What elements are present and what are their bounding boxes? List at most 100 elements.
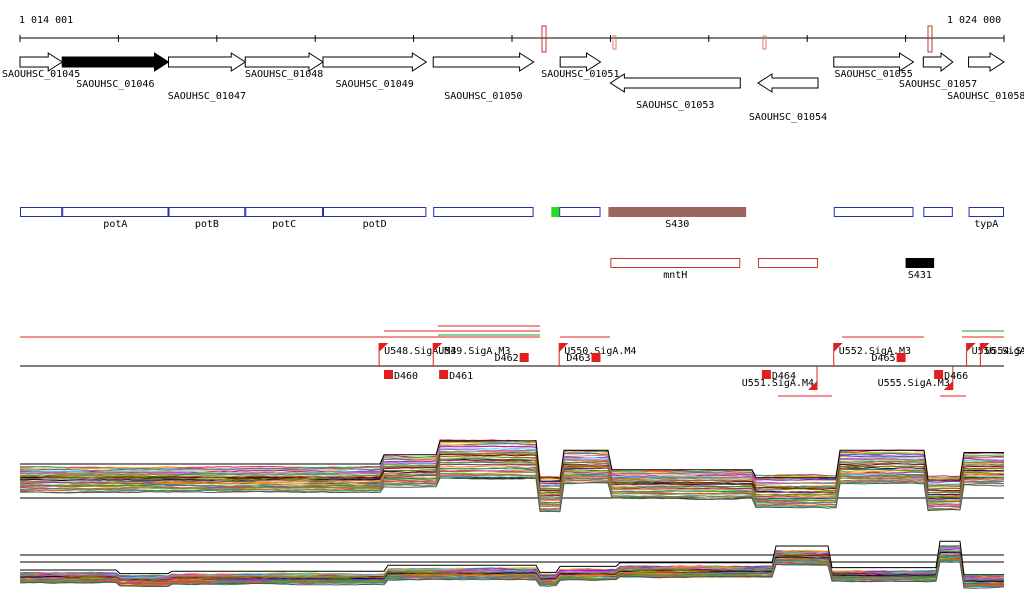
gene-label: SAOUHSC_01048 bbox=[245, 69, 323, 80]
expression-profile bbox=[19, 453, 1004, 492]
gene-label: SAOUHSC_01055 bbox=[834, 69, 912, 80]
gene-arrow bbox=[609, 73, 741, 93]
operon-label: potA bbox=[103, 219, 127, 230]
expression-profile bbox=[19, 448, 1004, 487]
operon-box bbox=[168, 207, 246, 217]
terminator-mark bbox=[896, 353, 906, 362]
gene-arrow bbox=[559, 52, 602, 72]
ruler-marker bbox=[927, 25, 933, 53]
feature-box bbox=[610, 258, 741, 268]
operon-box bbox=[433, 207, 534, 217]
gene-arrow bbox=[432, 52, 535, 72]
ruler-marker bbox=[541, 25, 547, 53]
terminator-label: D465 bbox=[871, 353, 895, 364]
operon-label: potC bbox=[272, 219, 296, 230]
expression-profile bbox=[20, 461, 1005, 499]
gene-arrow bbox=[19, 52, 64, 72]
operon-box bbox=[559, 207, 601, 217]
gene-arrow bbox=[322, 52, 428, 72]
feature-box bbox=[905, 258, 935, 268]
terminator-mark bbox=[519, 353, 529, 362]
gene-label: SAOUHSC_01054 bbox=[749, 112, 827, 123]
operon-box bbox=[923, 207, 953, 217]
tss-flag bbox=[379, 343, 389, 352]
gene-label: SAOUHSC_01046 bbox=[76, 79, 154, 90]
operon-label: S430 bbox=[665, 219, 689, 230]
terminator-label: D462 bbox=[495, 353, 519, 364]
tss-label: U548.SigA.M3 bbox=[384, 346, 456, 357]
operon-track: potA potB potC potD S430 typA bbox=[20, 207, 1004, 230]
expression-profile bbox=[19, 475, 1005, 512]
expression-profile bbox=[20, 440, 1004, 482]
feature-label: mntH bbox=[663, 270, 687, 281]
expression-panel-2 bbox=[19, 540, 1005, 589]
gene-arrow bbox=[168, 52, 247, 72]
gene-label: SAOUHSC_01047 bbox=[168, 91, 246, 102]
ruler-markers bbox=[541, 25, 933, 53]
expression-profile bbox=[20, 452, 1005, 490]
gene-label: SAOUHSC_01049 bbox=[336, 79, 414, 90]
gene-label: SAOUHSC_01050 bbox=[444, 91, 522, 102]
terminator-label: D461 bbox=[449, 371, 473, 382]
expression-profile bbox=[20, 464, 1005, 502]
operon-box bbox=[323, 207, 427, 217]
gene-label: SAOUHSC_01051 bbox=[541, 69, 619, 80]
gene-arrow bbox=[968, 52, 1005, 72]
ruler: 1 014 001 1 024 000 bbox=[19, 15, 1005, 53]
gene-label: SAOUHSC_01058 bbox=[947, 91, 1024, 102]
operon-box bbox=[608, 207, 747, 217]
feature-label: S431 bbox=[908, 270, 932, 281]
terminator-mark bbox=[761, 370, 771, 379]
ruler-marker bbox=[762, 35, 767, 50]
operon-box bbox=[62, 207, 169, 217]
ruler-marker bbox=[612, 35, 617, 50]
feature-track: mntH S431 bbox=[610, 258, 935, 281]
gene-arrow bbox=[61, 52, 170, 72]
operon-box bbox=[245, 207, 324, 217]
expression-panel-1 bbox=[19, 439, 1005, 513]
panel-2-profiles bbox=[19, 540, 1005, 589]
expression-profile bbox=[19, 457, 1005, 495]
operon-label: potD bbox=[363, 219, 387, 230]
terminator-mark bbox=[934, 370, 944, 379]
ruler-ticks bbox=[19, 35, 1005, 42]
terminator-mark bbox=[384, 370, 394, 379]
expression-profile bbox=[20, 561, 1005, 589]
operon-label: typA bbox=[974, 219, 998, 230]
expression-profile bbox=[19, 453, 1005, 491]
gene-label: SAOUHSC_01053 bbox=[636, 100, 714, 111]
tss-label: U550.SigA.M4 bbox=[564, 346, 636, 357]
expression-profile bbox=[19, 474, 1005, 511]
gene-arrow bbox=[244, 52, 324, 72]
panel-1-profiles bbox=[19, 439, 1005, 513]
terminator-mark bbox=[439, 370, 449, 379]
tss-label: U549.SigA.M3 bbox=[438, 346, 510, 357]
expression-profile bbox=[20, 540, 1004, 576]
gene-arrow bbox=[757, 73, 819, 93]
tss-label: U554.SigA.M3 bbox=[985, 346, 1024, 357]
expression-profile bbox=[19, 459, 1005, 497]
operon-label: potB bbox=[195, 219, 219, 230]
expression-profile bbox=[19, 442, 1005, 482]
feature-box bbox=[757, 258, 819, 268]
expression-profile bbox=[20, 451, 1005, 490]
operon-box bbox=[20, 207, 63, 217]
ruler-end-label: 1 024 000 bbox=[947, 15, 1001, 26]
terminator-label: D463 bbox=[566, 353, 590, 364]
expression-profile bbox=[19, 462, 1005, 499]
tss-flag bbox=[943, 381, 953, 390]
tss-flag bbox=[833, 343, 843, 352]
tss-label: U552.SigA.M3 bbox=[839, 346, 911, 357]
expression-profile bbox=[19, 477, 1005, 513]
tss-label: U555.SigA.M3 bbox=[878, 378, 950, 389]
terminator-label: D466 bbox=[944, 371, 968, 382]
operon-box bbox=[833, 207, 914, 217]
terminator-mark bbox=[591, 353, 601, 362]
tss-flag bbox=[966, 343, 976, 352]
tss-label: U551.SigA.M4 bbox=[742, 378, 814, 389]
tss-flag bbox=[980, 343, 990, 352]
terminator-marks: D460 D461 D462 D463 D464 D465 D466 bbox=[384, 353, 968, 382]
